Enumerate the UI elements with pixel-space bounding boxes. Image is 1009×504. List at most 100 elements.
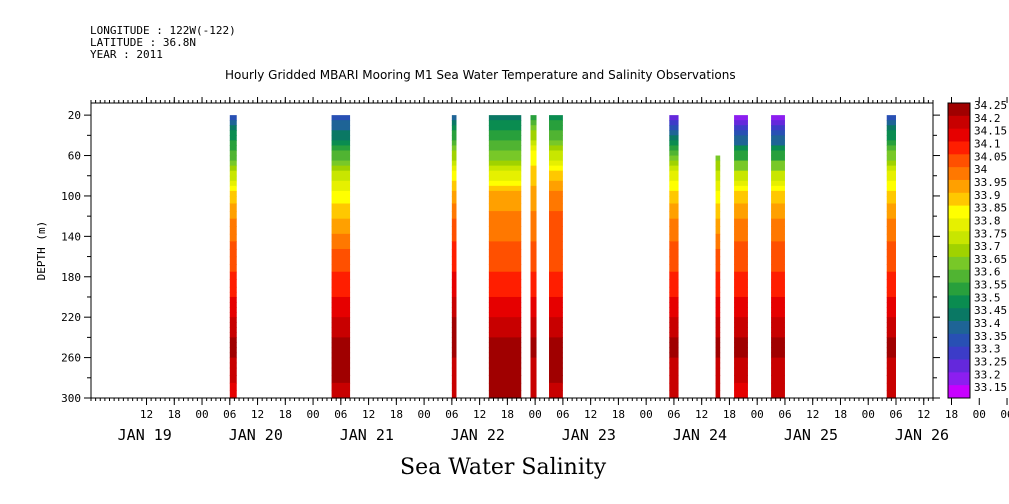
salinity-cell [669,120,679,126]
salinity-cell [734,312,748,318]
colorbar-label: 34.25 [974,99,1007,112]
salinity-cell [451,190,457,197]
salinity-cell [530,185,537,192]
salinity-cell [886,226,896,235]
salinity-cell [715,170,721,177]
salinity-cell [451,180,457,187]
salinity-cell [549,382,563,392]
salinity-cell [451,130,457,136]
salinity-cell [715,362,721,369]
colorbar-swatch [948,115,970,130]
x-tick-label: 00 [306,408,319,421]
salinity-cell [451,211,457,220]
salinity-cell [715,195,721,205]
salinity-cell [229,337,237,344]
salinity-cell [229,322,237,328]
salinity-cell [886,155,896,162]
x-day-label: JAN 19 [118,426,172,444]
salinity-cell [715,375,721,384]
salinity-cell [669,357,679,364]
colorbar-swatch [948,333,970,348]
salinity-cell [886,279,896,288]
salinity-cell [331,241,351,250]
salinity-cell [886,382,896,392]
salinity-cell [734,296,748,303]
salinity-cell [488,175,522,182]
salinity-cell [331,357,351,364]
colorbar-label: 33.15 [974,381,1007,394]
colorbar-label: 33.65 [974,253,1007,266]
salinity-cell [451,150,457,157]
salinity-cell [734,175,748,182]
salinity-cell [549,307,563,313]
salinity-cell [669,203,679,212]
x-tick-label: 06 [445,408,458,421]
salinity-cell [451,165,457,172]
salinity-cell [734,362,748,369]
salinity-cell [771,115,785,121]
salinity-cell [771,342,785,349]
salinity-cell [451,307,457,313]
salinity-cell [734,180,748,187]
x-tick-label: 06 [334,408,347,421]
salinity-cell [771,332,785,338]
salinity-cell [886,302,896,308]
colorbar-label: 33.5 [974,291,1001,304]
salinity-cell [771,312,785,318]
salinity-cell [669,264,679,273]
salinity-cell [715,337,721,344]
salinity-cell [229,175,237,182]
colorbar-swatch [948,359,970,373]
salinity-cell [549,362,563,369]
salinity-cell [886,342,896,349]
salinity-cell [886,233,896,243]
salinity-cell [771,165,785,172]
salinity-cell [530,248,537,258]
salinity-cell [715,317,721,323]
salinity-cell [451,375,457,384]
salinity-cell [530,203,537,212]
salinity-cell [549,332,563,338]
salinity-cell [771,362,785,369]
colorbar-swatch [948,205,970,219]
salinity-cell [669,175,679,182]
y-tick-label: 180 [61,271,81,284]
latitude-label: LATITUDE : 36.8N [90,36,196,49]
salinity-cell [886,180,896,187]
longitude-label: LONGITUDE : 122W(-122) [90,24,236,37]
x-tick-label: 00 [751,408,764,421]
colorbar-swatch [948,103,970,117]
salinity-cell [530,145,537,152]
salinity-cell [229,140,237,147]
salinity-cell [488,347,522,354]
salinity-cell [229,180,237,187]
salinity-cell [451,203,457,212]
salinity-cell [451,125,457,131]
salinity-cell [488,135,522,141]
salinity-cell [530,327,537,333]
salinity-cell [886,165,896,172]
salinity-cell [451,352,457,359]
salinity-cell [530,307,537,313]
salinity-cell [886,352,896,359]
salinity-cell [530,218,537,227]
salinity-cell [530,302,537,308]
x-day-label: JAN 21 [340,426,394,444]
colorbar-label: 33.95 [974,176,1007,189]
salinity-cell [488,165,522,172]
salinity-cell [331,190,351,197]
salinity-cell [331,170,351,177]
salinity-cell [734,155,748,162]
salinity-cell [549,390,563,399]
salinity-cell [331,291,351,298]
salinity-cell [549,342,563,349]
salinity-cell [331,203,351,212]
salinity-cell [734,352,748,359]
salinity-cell [771,160,785,167]
x-day-label: JAN 23 [562,426,616,444]
salinity-cell [488,312,522,318]
salinity-cell [331,120,351,126]
salinity-cell [331,125,351,131]
salinity-cell [331,180,351,187]
